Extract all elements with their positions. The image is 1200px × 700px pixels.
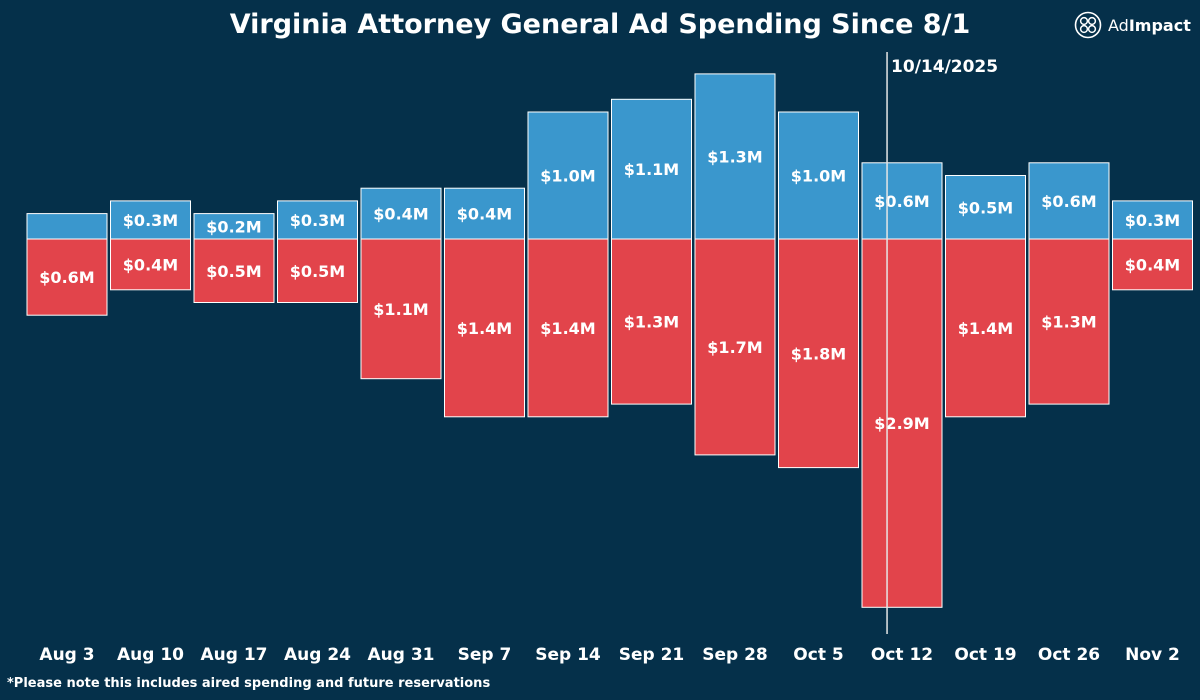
x-tick-label: Sep 21 [619,645,685,665]
data-label-red: $1.7M [707,338,762,357]
x-tick-label: Aug 3 [39,645,94,665]
data-label-blue: $0.2M [206,217,261,236]
data-label-blue: $1.0M [791,167,846,186]
data-label-red: $0.4M [123,255,178,274]
data-label-blue: $0.3M [123,211,178,230]
data-label-blue: $1.0M [540,167,595,186]
data-label-red: $1.4M [958,319,1013,338]
chart-title: Virginia Attorney General Ad Spending Si… [229,9,971,40]
data-label-red: $1.8M [791,344,846,363]
data-label-blue: $0.4M [373,205,428,224]
x-tick-label: Sep 14 [535,645,601,665]
data-label-blue: $0.5M [958,198,1013,217]
data-label-red: $2.9M [874,414,929,433]
bar-red [945,238,1026,418]
bar-red [277,238,358,303]
bar-blue [778,111,859,240]
bar-blue [527,111,609,240]
x-tick-label: Nov 2 [1125,645,1180,665]
data-label-blue: $0.6M [874,192,929,211]
bar-red [527,238,609,418]
x-tick-label: Aug 31 [367,645,434,665]
x-tick-label: Sep 7 [458,645,512,665]
bar-blue [360,187,442,240]
bar-blue [611,98,692,240]
data-label-red: $1.1M [373,300,428,319]
footnote: *Please note this includes aired spendin… [7,676,491,691]
date-marker-label: 10/14/2025 [891,57,998,77]
bar-red [1112,238,1193,291]
data-label-red: $1.3M [1041,313,1096,332]
data-label-blue: $1.3M [707,147,762,166]
bar-blue [26,213,108,240]
data-label-blue: $1.1M [624,160,679,179]
bar-red [694,238,776,456]
bar-red [110,238,191,291]
adimpact-logo-icon [1074,11,1102,39]
bar-red [26,238,108,316]
data-label-blue: $0.6M [1041,192,1096,211]
data-label-red: $0.4M [1125,255,1180,274]
logo-text-ad: Ad [1108,15,1129,35]
bar-red [444,238,525,418]
logo-text-impact: Impact [1128,15,1191,35]
adimpact-logo: Ad Impact [1074,11,1191,39]
data-label-red: $1.4M [540,319,595,338]
bar-red [193,238,275,303]
x-tick-label: Sep 28 [702,645,768,665]
data-label-red: $1.3M [624,313,679,332]
bar-red [1028,238,1110,405]
bar-blue [694,73,776,240]
bar-red [611,238,692,405]
data-label-red: $0.6M [39,268,94,287]
data-label-blue: $0.3M [1125,211,1180,230]
x-tick-label: Oct 26 [1038,645,1100,665]
x-tick-label: Oct 19 [954,645,1016,665]
bar-red [861,238,943,608]
bar-red [360,238,442,380]
x-tick-label: Oct 5 [793,645,843,665]
bar-blue [1028,162,1110,240]
data-label-blue: $0.3M [290,211,345,230]
bar-blue [945,175,1026,240]
x-tick-label: Aug 17 [200,645,267,665]
data-label-red: $0.5M [290,262,345,281]
bar-blue [861,162,943,240]
data-label-red: $0.5M [206,262,261,281]
x-tick-label: Oct 12 [871,645,933,665]
data-label-blue: $0.4M [457,205,512,224]
bar-red [778,238,859,469]
x-tick-label: Aug 10 [117,645,184,665]
bar-blue [1112,200,1193,240]
x-tick-label: Aug 24 [284,645,351,665]
data-label-red: $1.4M [457,319,512,338]
